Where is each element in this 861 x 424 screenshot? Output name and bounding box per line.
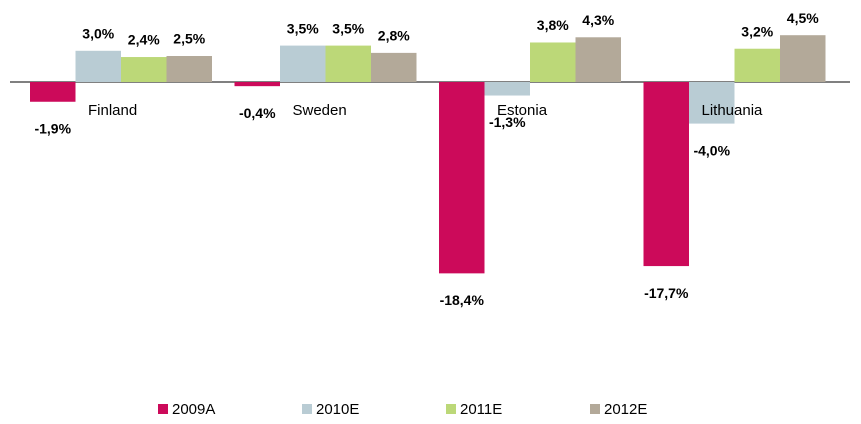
legend-swatch (590, 404, 600, 414)
bar (780, 35, 826, 82)
legend-swatch (446, 404, 456, 414)
category-label: Estonia (497, 102, 548, 119)
value-label: -1,3% (489, 114, 526, 130)
bar (371, 52, 417, 82)
value-label: 4,3% (582, 12, 614, 28)
bar (280, 45, 326, 82)
value-label: -18,4% (440, 292, 485, 308)
value-label: 3,0% (82, 26, 114, 42)
value-label: 2,4% (128, 32, 160, 48)
value-label: 3,8% (537, 17, 569, 33)
value-label: 4,5% (787, 10, 819, 26)
bar (166, 56, 212, 82)
bar (643, 82, 689, 267)
bar (484, 82, 530, 96)
value-label: 3,2% (741, 23, 773, 39)
bar (121, 57, 167, 82)
bar (734, 48, 780, 82)
category-label: Sweden (293, 102, 347, 119)
value-label: 2,5% (173, 31, 205, 47)
legend-swatch (302, 404, 312, 414)
bar (325, 45, 371, 82)
bar (689, 82, 735, 124)
value-label: 2,8% (378, 28, 410, 44)
category-label: Lithuania (702, 102, 764, 119)
legend-label: 2009A (172, 401, 215, 418)
legend-label: 2011E (460, 401, 502, 418)
legend-swatch (158, 404, 168, 414)
value-label: -0,4% (239, 105, 276, 121)
value-label: -4,0% (693, 142, 730, 158)
bar (75, 50, 121, 82)
value-label: -17,7% (644, 285, 689, 301)
value-label: 3,5% (332, 20, 364, 36)
category-label: Finland (88, 102, 137, 119)
legend-label: 2012E (604, 401, 647, 418)
bar (234, 82, 280, 87)
bar (530, 42, 576, 82)
bar (439, 82, 485, 274)
bar (575, 37, 621, 82)
bar (30, 82, 76, 102)
value-label: -1,9% (34, 120, 71, 136)
value-label: 3,5% (287, 20, 319, 36)
legend-label: 2010E (316, 401, 359, 418)
